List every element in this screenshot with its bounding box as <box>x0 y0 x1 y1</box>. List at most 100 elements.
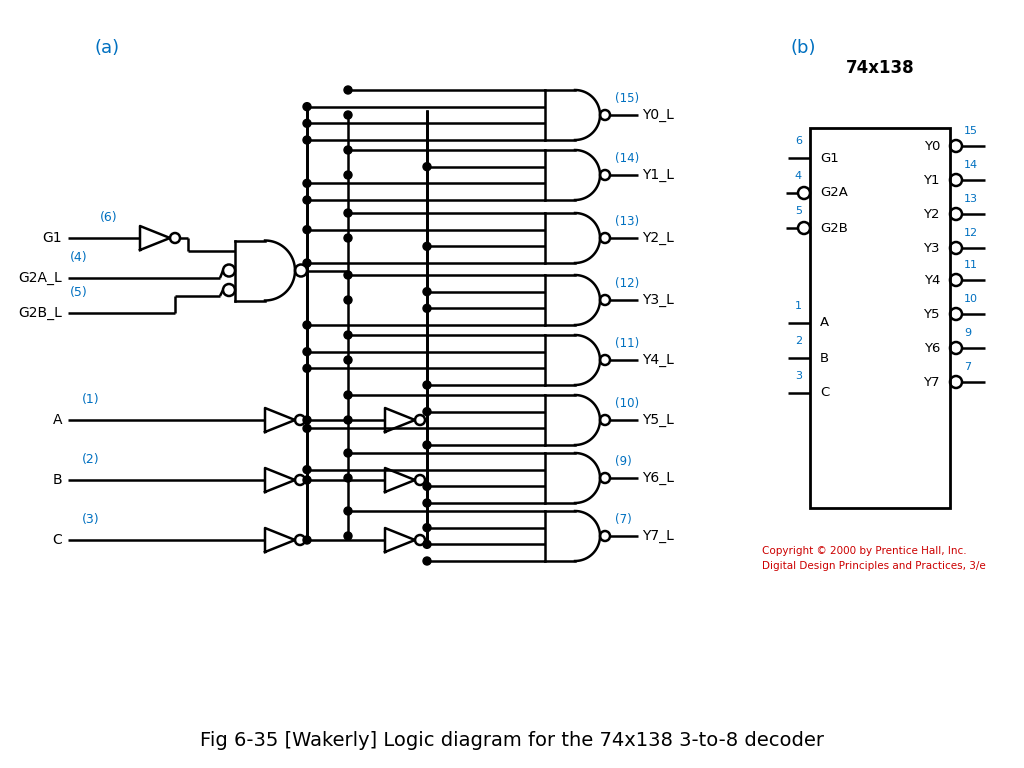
Text: 9: 9 <box>964 328 971 338</box>
Text: Y7: Y7 <box>924 376 940 389</box>
Circle shape <box>344 331 352 339</box>
Circle shape <box>423 243 431 250</box>
Text: G2A_L: G2A_L <box>18 271 62 285</box>
Text: 12: 12 <box>964 228 978 238</box>
Text: A: A <box>52 413 62 427</box>
Text: Y5_L: Y5_L <box>642 413 674 427</box>
Circle shape <box>344 356 352 364</box>
Text: Y5: Y5 <box>924 307 940 320</box>
Text: (1): (1) <box>82 393 99 406</box>
Text: Y6_L: Y6_L <box>642 471 674 485</box>
Text: 2: 2 <box>795 336 802 346</box>
Text: 7: 7 <box>964 362 971 372</box>
Circle shape <box>303 226 311 233</box>
Text: Y6: Y6 <box>924 342 940 355</box>
Circle shape <box>344 209 352 217</box>
Text: (6): (6) <box>100 211 118 224</box>
Circle shape <box>423 524 431 531</box>
Text: Y0_L: Y0_L <box>642 108 674 122</box>
Text: 15: 15 <box>964 126 978 136</box>
Circle shape <box>303 536 311 544</box>
Circle shape <box>423 408 431 415</box>
Text: Y4: Y4 <box>924 273 940 286</box>
Text: G1: G1 <box>42 231 62 245</box>
Text: G2A: G2A <box>820 187 848 200</box>
Circle shape <box>423 499 431 507</box>
Text: 4: 4 <box>795 171 802 181</box>
Circle shape <box>344 296 352 304</box>
Text: G1: G1 <box>820 151 839 164</box>
Circle shape <box>344 146 352 154</box>
Text: Y2_L: Y2_L <box>642 231 674 245</box>
Circle shape <box>423 441 431 449</box>
Text: (9): (9) <box>615 455 632 468</box>
Text: (15): (15) <box>615 92 639 105</box>
Text: 13: 13 <box>964 194 978 204</box>
Circle shape <box>344 532 352 540</box>
Circle shape <box>344 416 352 424</box>
Text: B: B <box>52 473 62 487</box>
Circle shape <box>423 482 431 490</box>
Circle shape <box>344 171 352 179</box>
Text: (7): (7) <box>615 513 632 526</box>
Text: 1: 1 <box>795 301 802 311</box>
Circle shape <box>303 348 311 356</box>
Text: (5): (5) <box>70 286 88 299</box>
Circle shape <box>303 136 311 144</box>
Text: (11): (11) <box>615 337 639 350</box>
Circle shape <box>344 271 352 279</box>
FancyBboxPatch shape <box>810 128 950 508</box>
Text: G2B: G2B <box>820 221 848 234</box>
Text: (10): (10) <box>615 397 639 410</box>
Circle shape <box>303 364 311 372</box>
Text: Y1: Y1 <box>924 174 940 187</box>
Circle shape <box>344 86 352 94</box>
Circle shape <box>423 381 431 389</box>
Text: 74x138: 74x138 <box>846 59 914 77</box>
Text: 14: 14 <box>964 160 978 170</box>
Text: 6: 6 <box>795 136 802 146</box>
Text: Copyright © 2000 by Prentice Hall, Inc.
Digital Design Principles and Practices,: Copyright © 2000 by Prentice Hall, Inc. … <box>762 546 986 571</box>
Text: 10: 10 <box>964 294 978 304</box>
Text: G2B_L: G2B_L <box>18 306 62 320</box>
Circle shape <box>344 391 352 399</box>
Text: B: B <box>820 352 829 365</box>
Circle shape <box>303 416 311 424</box>
Text: (13): (13) <box>615 215 639 228</box>
Circle shape <box>344 111 352 119</box>
Circle shape <box>423 288 431 296</box>
Circle shape <box>303 465 311 474</box>
Text: (2): (2) <box>82 453 99 466</box>
Text: (12): (12) <box>615 277 639 290</box>
Circle shape <box>303 103 311 111</box>
Circle shape <box>303 321 311 329</box>
Text: Y0: Y0 <box>924 140 940 153</box>
Text: (a): (a) <box>95 39 120 57</box>
Circle shape <box>423 557 431 565</box>
Text: 3: 3 <box>795 371 802 381</box>
Text: Y3_L: Y3_L <box>642 293 674 307</box>
Circle shape <box>303 196 311 204</box>
Text: (4): (4) <box>70 251 88 264</box>
Text: Fig 6-35 [Wakerly] Logic diagram for the 74x138 3-to-8 decoder: Fig 6-35 [Wakerly] Logic diagram for the… <box>200 730 824 750</box>
Text: (14): (14) <box>615 152 639 165</box>
Circle shape <box>423 541 431 548</box>
Text: C: C <box>52 533 62 547</box>
Circle shape <box>344 474 352 482</box>
Text: Y1_L: Y1_L <box>642 168 674 182</box>
Text: 11: 11 <box>964 260 978 270</box>
Text: C: C <box>820 386 829 399</box>
Circle shape <box>303 476 311 484</box>
Circle shape <box>423 304 431 313</box>
Circle shape <box>303 425 311 432</box>
Circle shape <box>303 259 311 267</box>
Circle shape <box>344 449 352 457</box>
Text: Y3: Y3 <box>924 241 940 254</box>
Text: Y2: Y2 <box>924 207 940 220</box>
Text: (b): (b) <box>790 39 815 57</box>
Circle shape <box>344 234 352 242</box>
Text: Y7_L: Y7_L <box>642 529 674 543</box>
Text: 5: 5 <box>795 206 802 216</box>
Text: A: A <box>820 316 829 329</box>
Text: (3): (3) <box>82 513 99 526</box>
